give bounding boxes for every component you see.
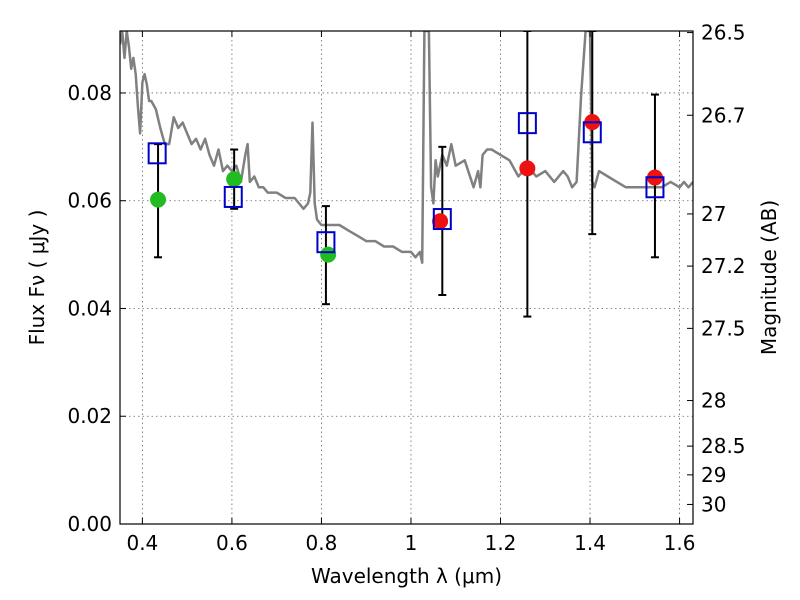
y-tick-label: 0.04	[67, 296, 112, 320]
y2-axis-label: Magnitude (AB)	[757, 200, 781, 355]
green-circle-point	[150, 191, 167, 208]
y-axis-label: Flux Fν ( μJy )	[25, 210, 49, 346]
y2-tick-label: 28.5	[701, 434, 746, 458]
grid-lines	[120, 31, 693, 525]
x-tick-label: 1.2	[485, 531, 517, 555]
red-circle-point	[432, 213, 449, 230]
red-circle-point	[519, 160, 536, 177]
x-tick-label: 0.4	[126, 531, 158, 555]
y2-tick-label: 27.2	[701, 254, 746, 278]
x-tick-label: 1.6	[664, 531, 696, 555]
x-tick-label: 1	[405, 531, 418, 555]
blue-square-point	[316, 231, 336, 254]
blue-square-point	[582, 121, 602, 144]
y-tick-label: 0.02	[67, 404, 112, 428]
tick-labels: 0.4 0.6 0.8 1 1.2 1.4 1.6 0.00 0.02 0.04 0.06 0.08 2…	[67, 21, 745, 555]
plot-frame	[119, 30, 694, 525]
tick-marks	[120, 31, 693, 525]
y-tick-label: 0.00	[67, 512, 112, 536]
y-tick-label: 0.06	[67, 189, 112, 213]
y2-tick-label: 27.5	[701, 316, 746, 340]
model-sed-curve	[120, 31, 693, 264]
y2-tick-label: 29	[701, 463, 726, 487]
x-tick-label: 0.8	[306, 531, 338, 555]
blue-square-point	[223, 185, 243, 208]
blue-square-point	[432, 208, 452, 231]
x-axis-label: Wavelength λ (μm)	[311, 564, 502, 588]
x-tick-label: 0.6	[216, 531, 248, 555]
error-bar	[588, 31, 597, 236]
y2-tick-label: 26.7	[701, 103, 746, 127]
green-circle-point	[226, 171, 243, 188]
y2-tick-label: 27	[701, 202, 726, 226]
y2-tick-label: 30	[701, 492, 726, 516]
photometry-points	[147, 112, 665, 263]
model-sed-line	[120, 31, 693, 264]
blue-square-point	[645, 176, 665, 199]
y-tick-label: 0.08	[67, 81, 112, 105]
y2-tick-label: 26.5	[701, 21, 746, 45]
y2-tick-label: 28	[701, 389, 726, 413]
blue-square-point	[147, 142, 167, 165]
green-circle-point	[320, 246, 337, 263]
blue-square-point	[517, 112, 537, 135]
x-tick-label: 1.4	[574, 531, 606, 555]
